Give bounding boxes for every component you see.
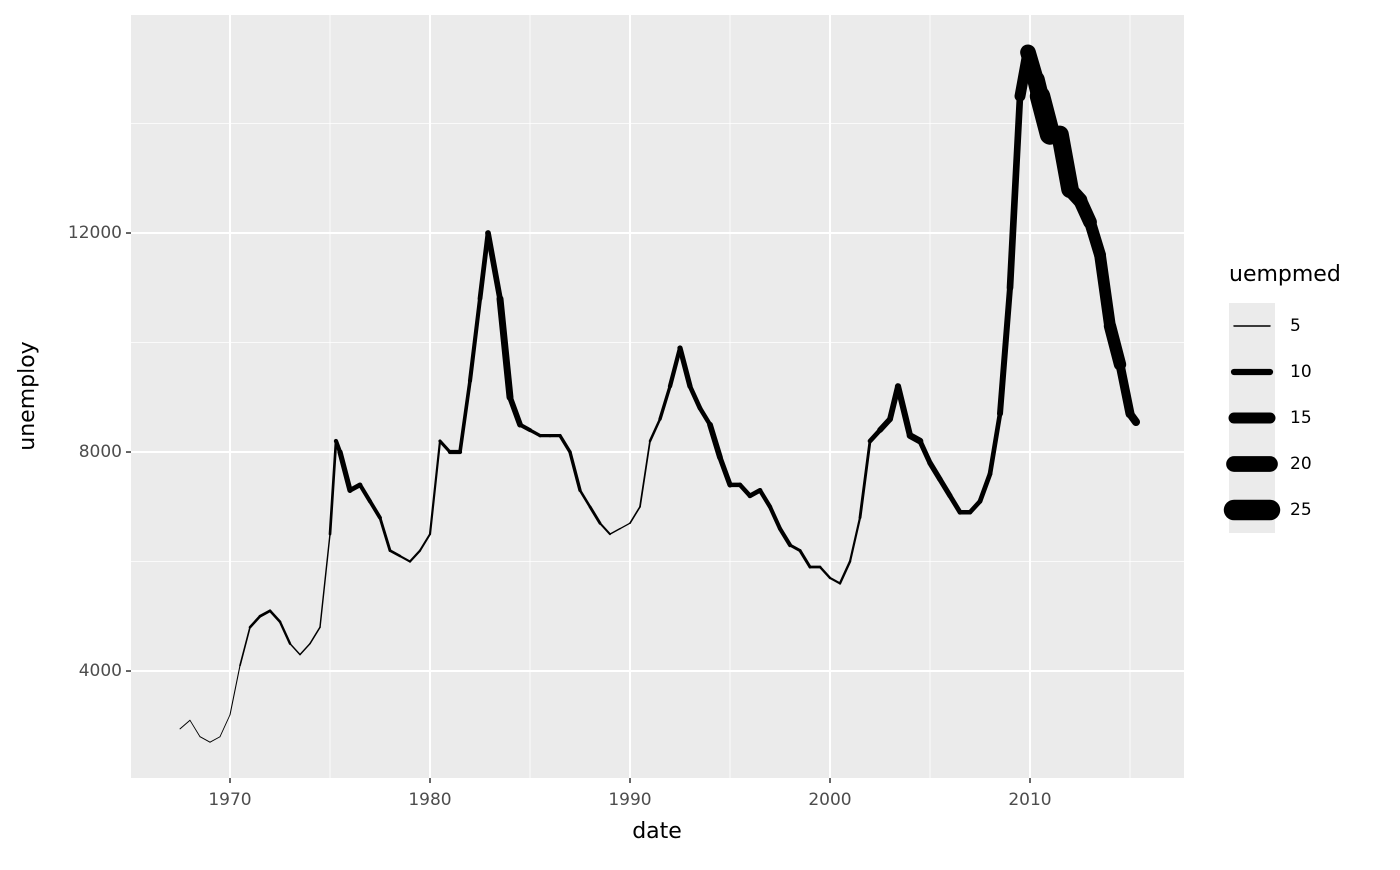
line-segment [467,296,483,383]
line-segment [378,516,392,553]
y-tick-label: 12000 [68,223,122,243]
line-segment [289,642,301,656]
line-segment [648,417,662,443]
line-segment [947,493,963,515]
line-segment [828,576,842,585]
line-segment [179,719,191,730]
line-segment [917,438,933,466]
line-segment [697,405,713,427]
line-segment [967,498,983,515]
line-segment [477,230,491,302]
line-segment [309,626,321,645]
line-segment [658,384,672,421]
line-segment [777,526,793,548]
line-segment [1006,92,1024,292]
line-segment [418,533,432,552]
x-tick-label: 1980 [408,790,451,810]
line-segment [248,614,262,629]
legend-label: 25 [1290,500,1312,520]
line-segment [937,476,953,499]
line-segment [609,527,621,535]
line-segment [687,383,703,411]
line-segment [1094,249,1116,332]
line-segment [337,449,353,493]
line-segment [398,554,412,563]
y-tick-label: 8000 [79,442,122,462]
line-segment [757,488,773,509]
line-segment [818,565,832,580]
line-segment [558,433,572,454]
line-segment [1103,319,1127,371]
line-segment [629,505,641,525]
line-segment [368,499,382,520]
line-segment [767,504,783,531]
line-segment [496,295,514,401]
line-segment [707,421,723,461]
x-tick-label: 2010 [1008,790,1051,810]
line-segment [357,482,373,504]
line-segment [798,549,812,569]
line-segment [408,549,422,563]
line-segment [458,379,472,454]
line-segment [987,411,1003,477]
panel [131,15,1184,778]
y-axis-title: unemploy [15,341,40,450]
line-segment [507,394,523,428]
line-segment [438,439,452,454]
line-segment [977,471,993,504]
line-segment [788,543,802,553]
line-segment [1115,359,1135,419]
line-segment [388,549,402,558]
line-segment [588,505,602,525]
legend-title: uempmed [1229,262,1341,287]
line-segment [639,440,651,508]
line-segment [1051,125,1079,199]
line-segment [268,609,282,624]
line-segment [239,626,251,667]
line-segment [717,454,733,488]
line-segment [189,719,201,738]
line-segment [278,620,292,645]
line-segment [619,522,631,530]
line-segment [677,345,693,389]
x-tick-label: 2000 [808,790,851,810]
line-segment [1125,409,1141,427]
line-segment [838,560,852,585]
line-segment [485,230,503,302]
line-segment [568,450,582,493]
line-segment [894,383,914,439]
line-segment [927,460,943,483]
line-segment [428,439,442,536]
legend-label: 15 [1290,408,1312,428]
line-segment [848,516,862,563]
y-tick-label: 4000 [79,661,122,681]
legend-label: 5 [1290,316,1301,336]
line-segment [996,284,1014,417]
line-segment [199,736,211,743]
legend-label: 20 [1290,454,1312,474]
line-segment [258,609,272,618]
x-axis-title: date [632,819,682,844]
legend-label: 10 [1290,362,1312,382]
line-segment [528,428,542,438]
line-segment [229,665,241,716]
line-segment [737,482,753,499]
line-segment [598,522,612,536]
line-segment [578,489,592,509]
x-tick-label: 1970 [208,790,251,810]
line-segment [858,439,872,520]
line-segment [319,533,331,628]
line-segment [328,439,338,536]
line-segment [299,642,311,656]
line-segment [219,714,231,738]
line-segment [517,422,533,433]
line-segment [667,345,683,389]
x-tick-label: 1990 [608,790,651,810]
line-segment [209,736,221,743]
